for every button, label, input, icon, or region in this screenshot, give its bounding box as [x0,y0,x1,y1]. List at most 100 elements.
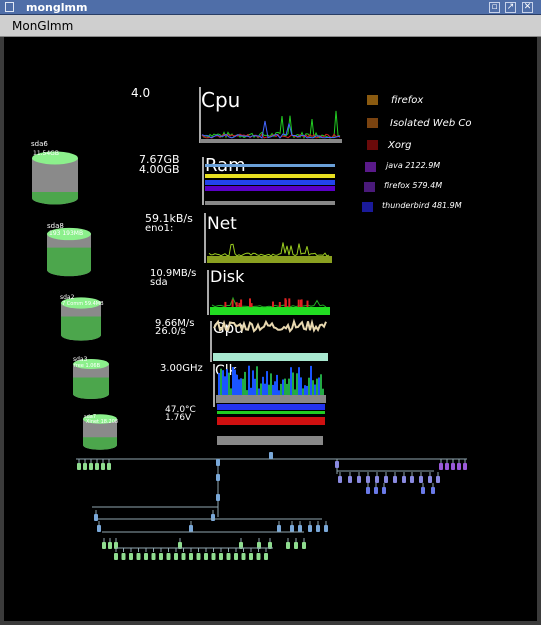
process-swatch-isolated [367,118,378,128]
clk-bar [250,387,252,395]
tree-node [196,553,201,560]
disk-cylinder[interactable]: sda8 193 193MB [47,222,91,277]
disk-cylinder[interactable]: sda3 free 1.06B [73,356,109,400]
disk-activity-bar [250,303,253,307]
tree-node [463,463,467,470]
tree-node [114,542,118,549]
tree-node [308,525,312,532]
cpu-value: 4.0 [131,86,150,100]
process-item[interactable]: Isolated Web Co [367,118,471,129]
clk-bar [280,383,282,395]
tree-node [234,553,238,560]
window-title: monglmm [26,1,88,14]
clk-bar [218,373,220,395]
clk-bar [298,367,300,395]
process-name: thunderbird 481.9M [382,201,462,210]
tree-node [402,476,406,483]
ram-value-2: 4.00GB [139,163,180,176]
process-item[interactable]: thunderbird 481.9M [362,201,462,212]
clk-bar [230,388,232,395]
clk-bar [240,378,242,395]
clk-bar [222,370,224,395]
clk-bar [278,390,280,395]
tree-node [419,476,423,483]
tree-node [382,487,386,494]
disk-used-fill [47,247,91,277]
disk-value-1: 10.9MB/s [150,268,196,279]
tree-node [286,542,290,549]
clk-bar [312,380,314,395]
minimize-icon[interactable]: ▫ [489,2,500,13]
tree-node [257,542,261,549]
disk-activity-bar [284,299,287,307]
tree-node [159,553,163,560]
disk-activity-bar [240,299,243,307]
maximize-icon[interactable]: ↗ [505,2,516,13]
disk-activity-bar [306,300,309,307]
disk-cylinder[interactable]: sda7 Xinet 18.208 [83,414,118,450]
disk-activity-bar [297,299,300,307]
clk-bar [220,368,222,395]
window-icon[interactable] [5,2,14,12]
process-item[interactable]: Xorg [367,140,411,151]
tree-node [211,514,215,521]
disk-cylinder-top [32,151,78,165]
disk-graph [207,270,330,315]
net-label: Net [207,214,237,234]
disk-cylinders: sda6 11.54GB sda8 193 193MB sda2 7 Comm … [31,140,118,450]
process-swatch-java [365,162,376,172]
tree-node [457,463,461,470]
tree-node [393,476,397,483]
tree-node [189,525,193,532]
tree-node [89,463,93,470]
process-item[interactable]: firefox 579.4M [364,181,442,192]
clk-bar [272,384,274,395]
process-swatch-thunderbird [362,202,373,212]
disk-cylinder-top [83,414,117,424]
disk-sub-label: 11.54GB [33,150,59,157]
title-bar[interactable]: monglmm ▫ ↗ ✕ [0,0,541,15]
tree-node [421,487,425,494]
disk-activity-bar [231,299,234,307]
clk-bar [290,367,292,395]
gpu-value-2: 26.0/s [155,326,186,337]
app-menu-label[interactable]: MonGlmm [12,19,74,33]
tree-node [375,476,379,483]
process-name: Isolated Web Co [390,118,471,129]
cpu-label: Cpu [201,88,240,112]
disk-label: sda3 [73,356,88,363]
clk-bar [314,384,316,395]
tree-node [410,476,414,483]
clk-bar [306,385,308,395]
tree-node [269,452,273,459]
disk-label: sda6 [31,140,48,148]
tree-node [451,463,455,470]
process-item[interactable]: firefox [367,95,423,106]
tree-node [445,463,449,470]
disk-activity-bar [272,301,274,307]
clk-bar [258,388,260,395]
close-icon[interactable]: ✕ [522,2,533,13]
gl-scene[interactable]: 4.0 Cpu 7.67GB 4.00GB Ram 59.1kB/s eno1:… [4,37,537,621]
process-swatch-firefox-2 [364,182,375,192]
clk-bar [316,378,318,395]
tree-node [264,553,268,560]
ram-value-1: 7.67GB [139,153,180,166]
tree-node [94,514,98,521]
tree-node [178,542,182,549]
tree-node [324,525,328,532]
gpu-value-1: 9.66M/s [155,318,194,329]
tree-node [302,542,306,549]
disk-cylinder[interactable]: sda2 7 Comm 59.4MB [60,294,104,341]
tree-node [101,463,105,470]
disk-cylinder[interactable]: sda6 11.54GB [31,140,78,205]
tree-node [366,476,370,483]
tree-node [366,487,370,494]
disk-activity-bar [238,302,241,307]
tree-node [219,553,223,560]
tree-node [439,463,443,470]
process-swatch-xorg [367,140,378,150]
tree-node [294,542,298,549]
clk-bar [276,374,278,395]
process-item[interactable]: java 2122.9M [365,161,440,172]
